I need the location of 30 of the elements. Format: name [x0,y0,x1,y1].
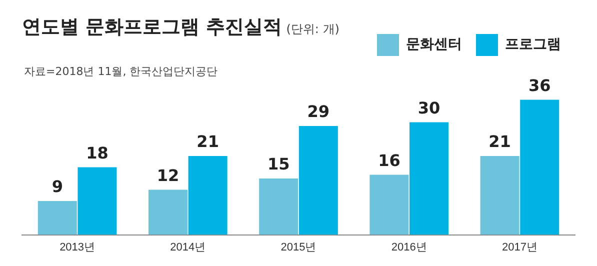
bar [410,122,449,235]
bar [78,167,117,235]
chart-subtitle: (단위: 개) [286,22,340,36]
chart-title: 연도별 문화프로그램 추진실적 [22,16,282,38]
bar [370,174,409,235]
data-label: 36 [528,76,551,95]
text: 자료=2018년 11월, 한국산업단지공단 [24,64,218,79]
x-tick-label: 2016년 [391,241,427,254]
bar [259,178,298,235]
data-label: 30 [418,98,440,118]
bar [188,156,228,235]
bar [38,201,77,235]
legend-label: 프로그램 [505,36,561,53]
x-tick-label: 2015년 [280,241,316,254]
data-label: 18 [86,143,108,162]
data-label: 12 [156,166,180,185]
data-label: 21 [196,132,219,152]
data-label: 21 [488,132,511,152]
x-tick-label: 2013년 [60,241,96,254]
data-label: 9 [52,177,63,196]
x-tick-label: 2017년 [502,241,538,254]
data-label: 15 [267,154,290,174]
legend-label: 문화센터 [406,36,462,53]
data-label: 29 [307,102,330,122]
bar [520,100,560,235]
bar [298,126,338,235]
bar [148,190,188,235]
data-label: 16 [378,150,400,170]
bar [480,156,520,235]
x-tick-label: 2014년 [170,241,206,254]
